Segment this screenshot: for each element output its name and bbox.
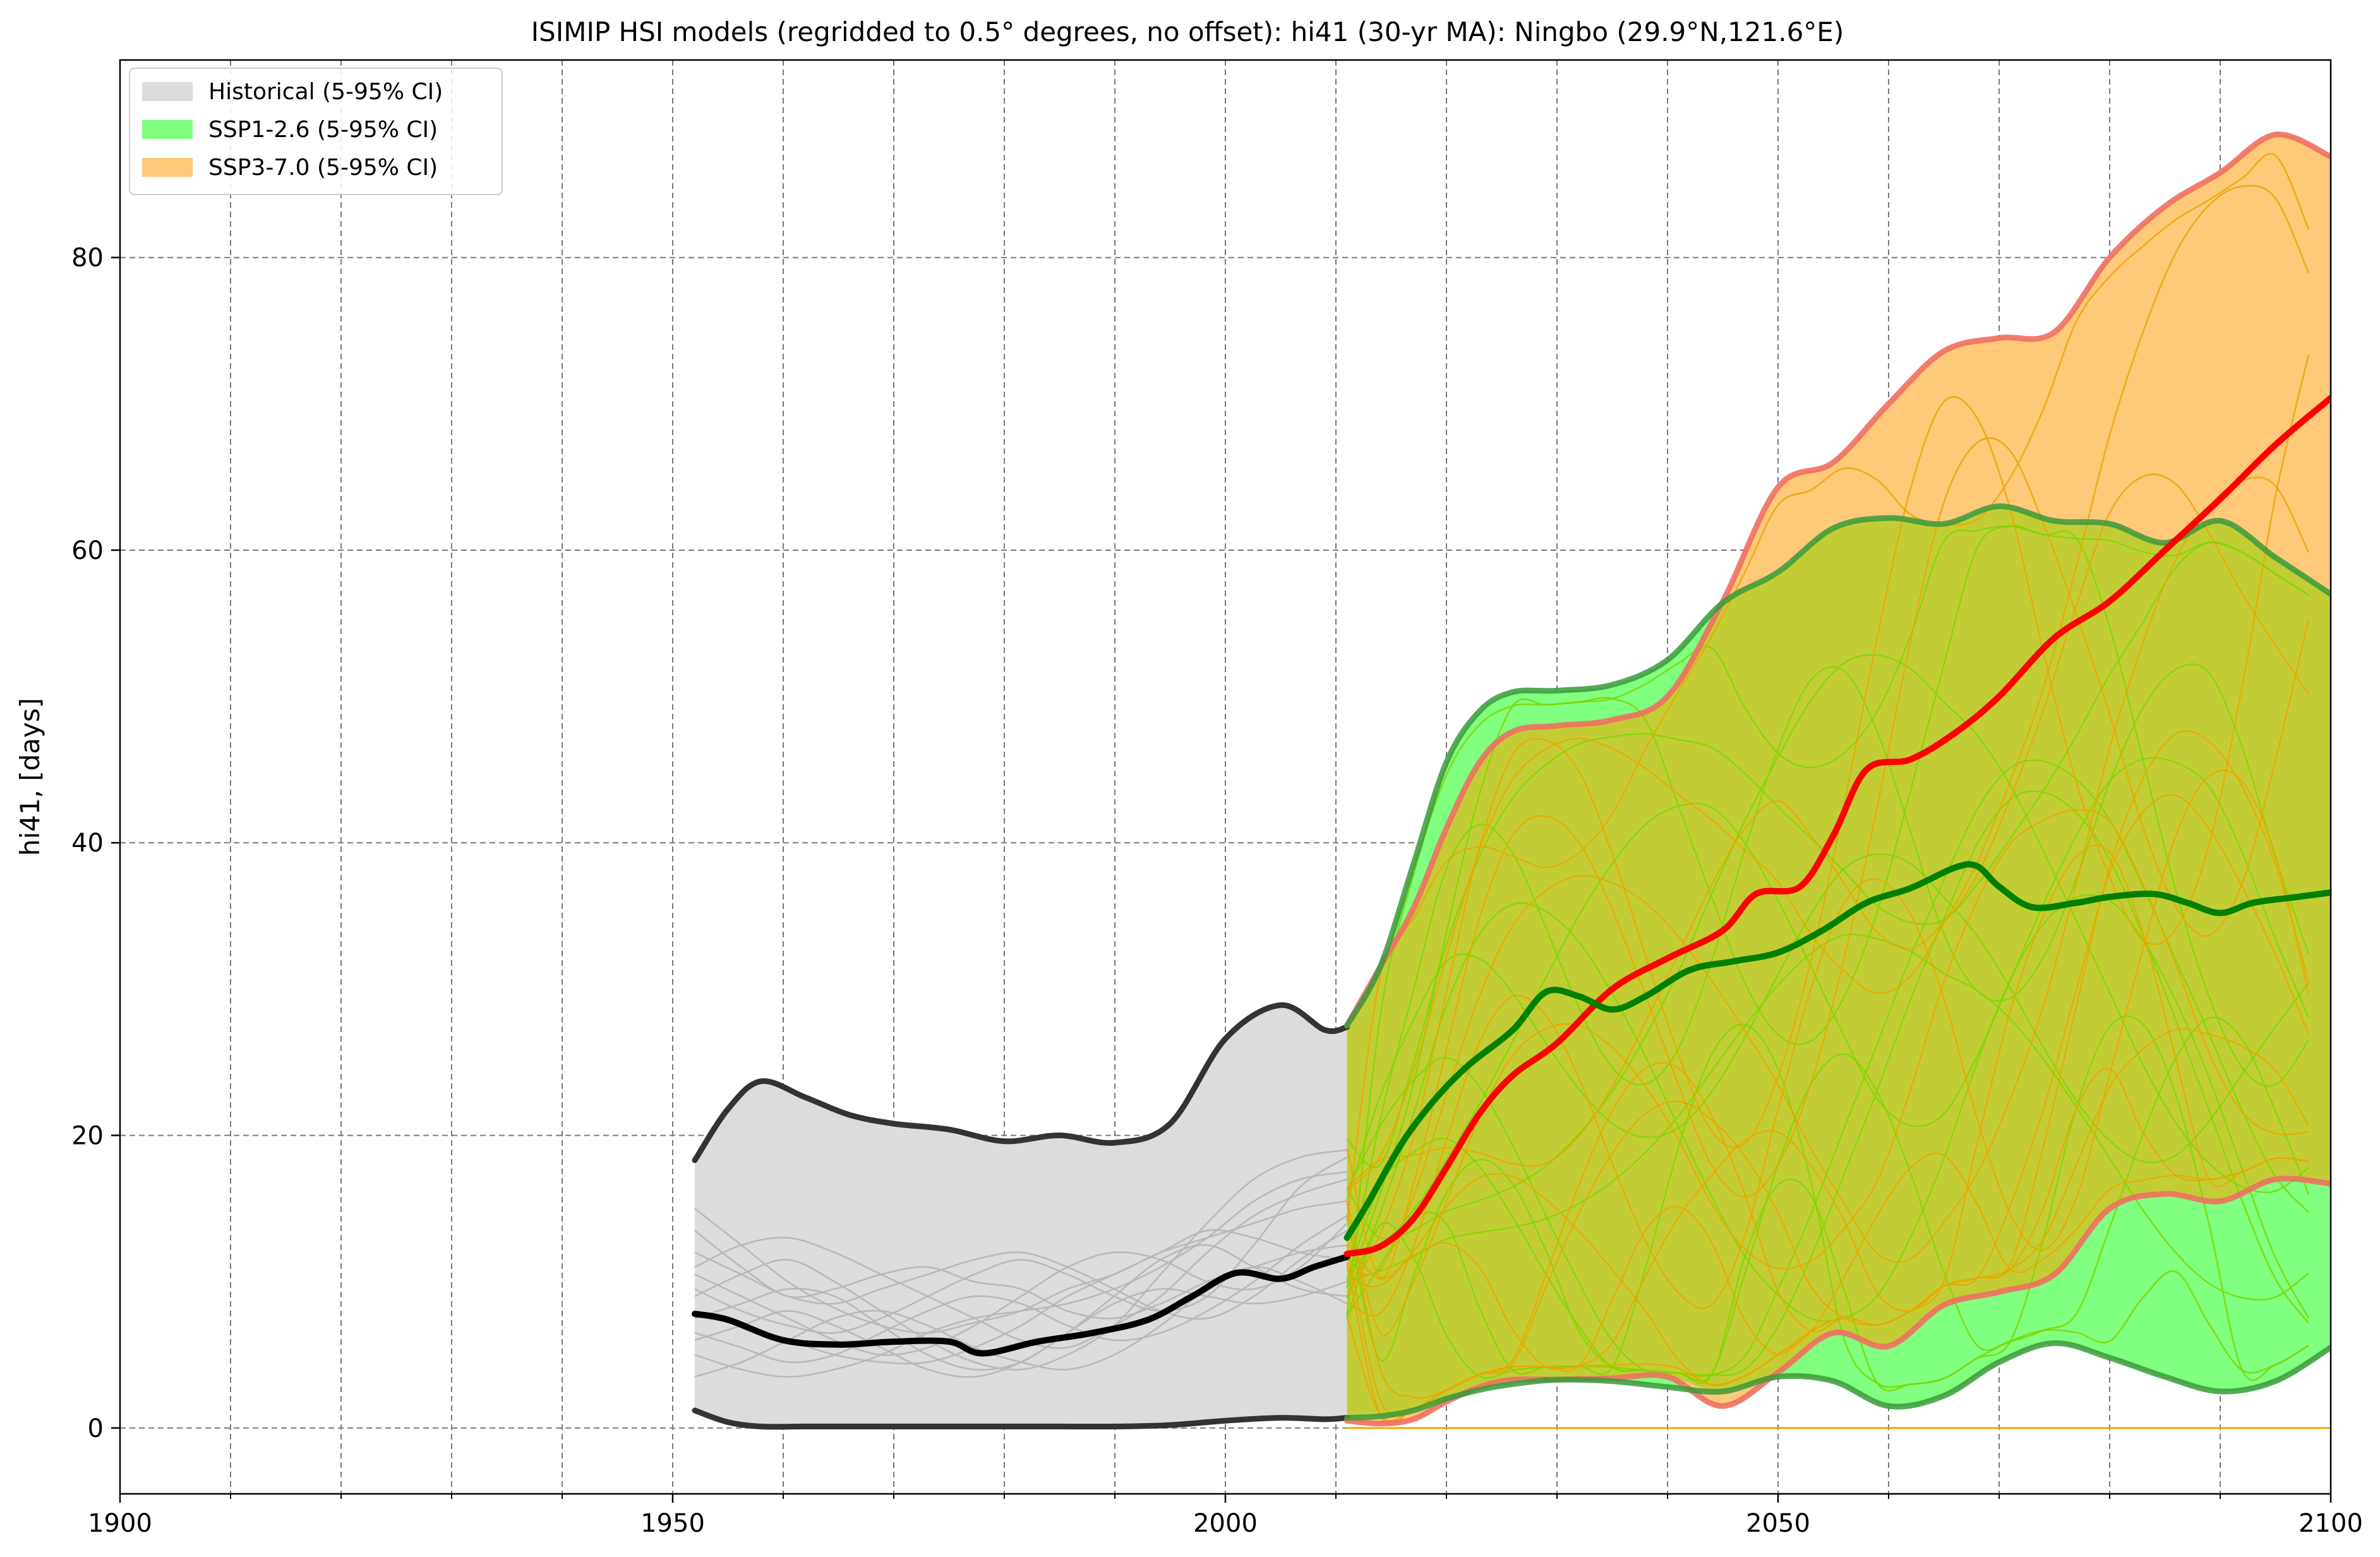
historical-upper-bound (692, 1002, 1350, 1163)
legend-label-ssp370: SSP3-7.0 (5-95% CI) (208, 155, 438, 181)
legend-box (129, 68, 503, 195)
ssp126-model-line (1346, 1016, 2310, 1382)
historical-model-line (694, 1178, 1347, 1349)
ssp370-model-line (1346, 473, 2310, 1189)
historical-model-line (694, 1230, 1348, 1320)
ssp370-model-line (1346, 844, 2309, 1416)
ssp370-model-line (1346, 354, 2310, 1297)
ssp126-model-line (1346, 757, 2310, 1240)
ssp126-model-line (1346, 790, 2310, 1376)
y-tick-label: 80 (71, 244, 104, 273)
x-tick-label: 2050 (1746, 1509, 1810, 1538)
x-tick-label: 1950 (640, 1509, 705, 1538)
legend-label-ssp126: SSP1-2.6 (5-95% CI) (208, 117, 438, 143)
historical-model-line (694, 1149, 1347, 1371)
scenario-overlap-band (1347, 506, 2331, 1418)
y-axis-label: hi41, [days] (15, 698, 45, 856)
ssp370-upper-bound (1344, 131, 2331, 1029)
y-tick-label: 0 (88, 1414, 104, 1443)
y-tick-label: 20 (71, 1122, 104, 1151)
ssp370-model-line (1346, 730, 2310, 1422)
historical-model-line (694, 1171, 1347, 1378)
ssp126-model-line (1346, 525, 2310, 1289)
ssp126-model-line (1346, 525, 2309, 1316)
historical-lower-bound (692, 1407, 1350, 1430)
ci-bounds (692, 131, 2331, 1430)
legend: Historical (5-95% CI) SSP1-2.6 (5-95% CI… (129, 68, 503, 195)
x-tick-label: 1900 (88, 1509, 152, 1538)
historical-model-line (694, 1222, 1348, 1356)
historical-model-line (694, 1244, 1347, 1378)
historical-model-line (694, 1215, 1348, 1364)
ssp126-model-line (1346, 1178, 2309, 1392)
ssp126-model-line (1347, 933, 2309, 1301)
x-tick-label: 2000 (1193, 1509, 1258, 1538)
ssp370-model-line (1346, 769, 2310, 1317)
y-axis-ticks: 0 20 40 60 80 (71, 244, 120, 1443)
ssp126-model-line (1346, 663, 2310, 1289)
ssp370-model-line (1347, 476, 2310, 1275)
historical-median-line (692, 1253, 1350, 1357)
ssp370-model-line (1346, 153, 2310, 1221)
chart-title: ISIMIP HSI models (regridded to 0.5° deg… (531, 16, 1844, 47)
ssp126-model-line (1346, 1015, 2309, 1388)
ssp370-model-line (1346, 184, 2310, 1191)
x-axis-ticks: 1900 1950 2000 2050 2100 (88, 1494, 2363, 1538)
ssp126-model-line (1346, 654, 2309, 1272)
ssp126-upper-bound (1344, 503, 2331, 1029)
y-tick-label: 40 (71, 829, 104, 858)
y-tick-label: 60 (71, 536, 104, 565)
ci-bands (695, 134, 2331, 1429)
median-lines (692, 395, 2331, 1357)
legend-swatch-ssp370 (142, 158, 193, 177)
ssp126-median-line (1343, 861, 2331, 1241)
ssp126-lower-bound (1344, 1340, 2331, 1421)
ssp370-model-line (1347, 1028, 2310, 1386)
legend-label-historical: Historical (5-95% CI) (208, 79, 443, 105)
model-lines (694, 153, 2310, 1426)
ssp126-model-line (1346, 853, 2309, 1199)
legend-swatch-ssp126 (142, 120, 193, 139)
ssp370-median-line (1343, 395, 2331, 1258)
ssp370-model-line (1346, 437, 2310, 1279)
ssp370-model-line (1346, 1152, 2309, 1386)
legend-swatch-historical (142, 82, 193, 101)
x-tick-label: 2100 (2299, 1509, 2363, 1538)
historical-model-line (694, 1157, 1348, 1334)
